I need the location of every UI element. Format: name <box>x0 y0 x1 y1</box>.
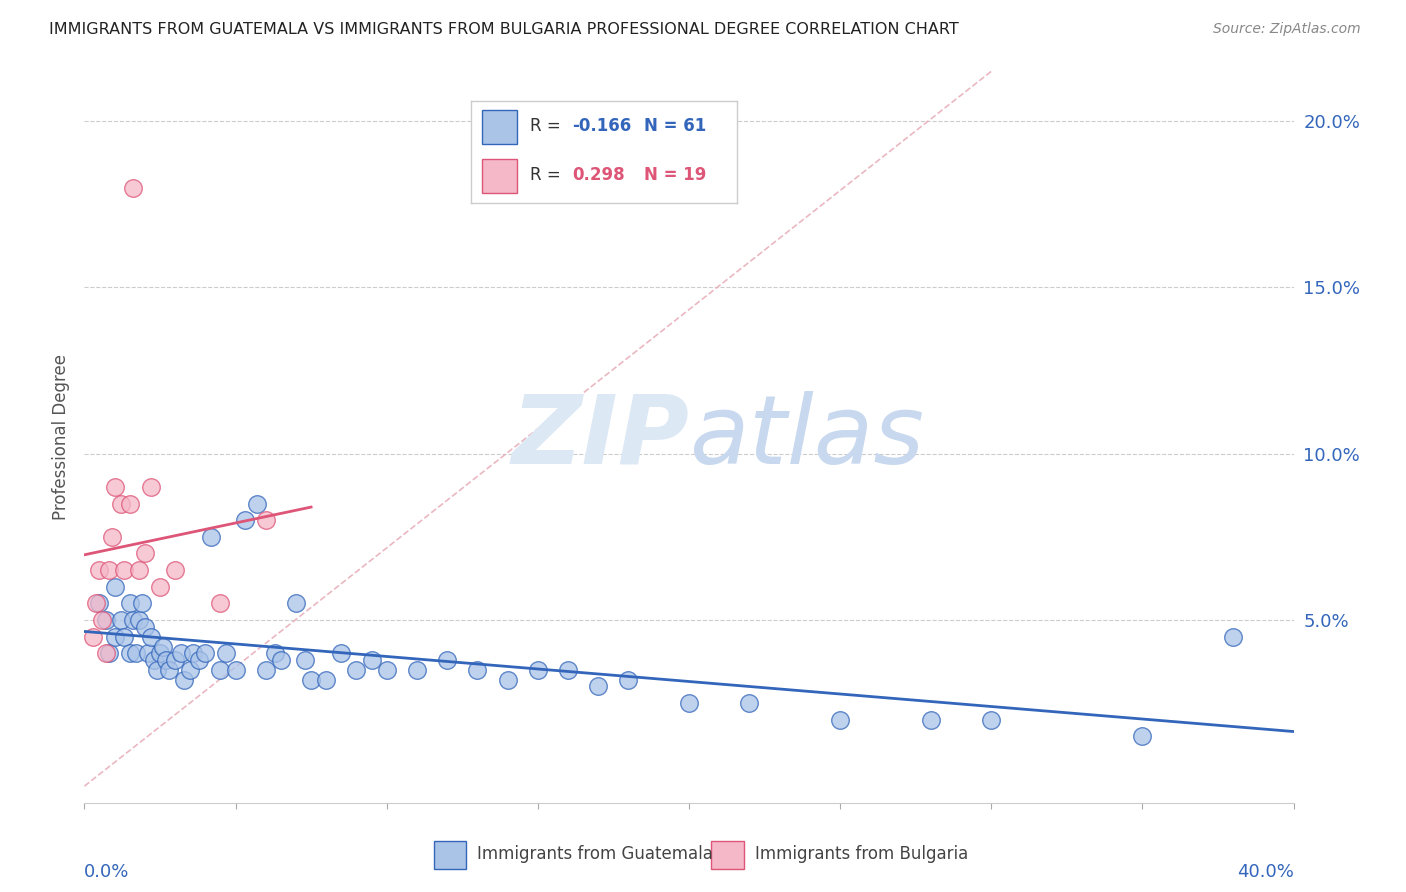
Point <box>104 630 127 644</box>
Text: 0.0%: 0.0% <box>84 863 129 880</box>
Point <box>118 646 141 660</box>
Point <box>82 630 104 644</box>
Point <box>152 640 174 654</box>
Point <box>188 653 211 667</box>
Text: 40.0%: 40.0% <box>1237 863 1294 880</box>
Point <box>112 563 135 577</box>
Point <box>131 596 153 610</box>
Point <box>110 497 132 511</box>
Point <box>139 630 162 644</box>
Point <box>146 663 169 677</box>
Point <box>209 596 232 610</box>
Text: Source: ZipAtlas.com: Source: ZipAtlas.com <box>1213 22 1361 37</box>
Point <box>467 663 489 677</box>
Point <box>496 673 519 687</box>
Point <box>149 580 172 594</box>
Point <box>346 663 368 677</box>
Point <box>330 646 353 660</box>
Point <box>436 653 458 667</box>
Point <box>179 663 201 677</box>
Point <box>406 663 429 677</box>
Point <box>100 530 122 544</box>
Point <box>121 180 143 194</box>
Point <box>920 713 942 727</box>
Point <box>136 646 159 660</box>
Point <box>173 673 195 687</box>
Point <box>254 663 277 677</box>
Point <box>155 653 177 667</box>
Point <box>1222 630 1244 644</box>
Point <box>157 663 180 677</box>
Point <box>254 513 277 527</box>
Point <box>263 646 285 660</box>
Point <box>980 713 1002 727</box>
Point <box>225 663 247 677</box>
Point <box>104 480 127 494</box>
Point <box>125 646 148 660</box>
Point <box>94 646 117 660</box>
Point <box>97 563 120 577</box>
Point <box>94 613 117 627</box>
Point <box>1130 729 1153 743</box>
Point <box>299 673 322 687</box>
Text: ZIP: ZIP <box>510 391 689 483</box>
Point <box>89 563 111 577</box>
Point <box>209 663 232 677</box>
Point <box>285 596 308 610</box>
Point <box>149 646 172 660</box>
Point <box>118 596 141 610</box>
Text: IMMIGRANTS FROM GUATEMALA VS IMMIGRANTS FROM BULGARIA PROFESSIONAL DEGREE CORREL: IMMIGRANTS FROM GUATEMALA VS IMMIGRANTS … <box>49 22 959 37</box>
Point <box>86 596 108 610</box>
Point <box>181 646 204 660</box>
Point <box>97 646 120 660</box>
Point <box>678 696 700 710</box>
Point <box>233 513 256 527</box>
Point <box>738 696 761 710</box>
Point <box>215 646 238 660</box>
Y-axis label: Professional Degree: Professional Degree <box>52 354 70 520</box>
Point <box>128 563 150 577</box>
Point <box>110 613 132 627</box>
Point <box>270 653 292 667</box>
Point <box>200 530 222 544</box>
Point <box>139 480 162 494</box>
Point <box>121 613 143 627</box>
Point <box>527 663 550 677</box>
Point <box>830 713 852 727</box>
Point <box>194 646 217 660</box>
Point <box>91 613 114 627</box>
Point <box>165 563 187 577</box>
Point <box>360 653 382 667</box>
Point <box>128 613 150 627</box>
Point <box>89 596 111 610</box>
Point <box>112 630 135 644</box>
Point <box>315 673 337 687</box>
Point <box>104 580 127 594</box>
Point <box>118 497 141 511</box>
Point <box>134 546 156 560</box>
Point <box>246 497 269 511</box>
Point <box>294 653 316 667</box>
Point <box>142 653 165 667</box>
Point <box>165 653 187 667</box>
Point <box>617 673 640 687</box>
Point <box>170 646 193 660</box>
Point <box>588 680 610 694</box>
Point <box>134 619 156 633</box>
Point <box>375 663 398 677</box>
Text: atlas: atlas <box>689 391 924 483</box>
Point <box>557 663 579 677</box>
